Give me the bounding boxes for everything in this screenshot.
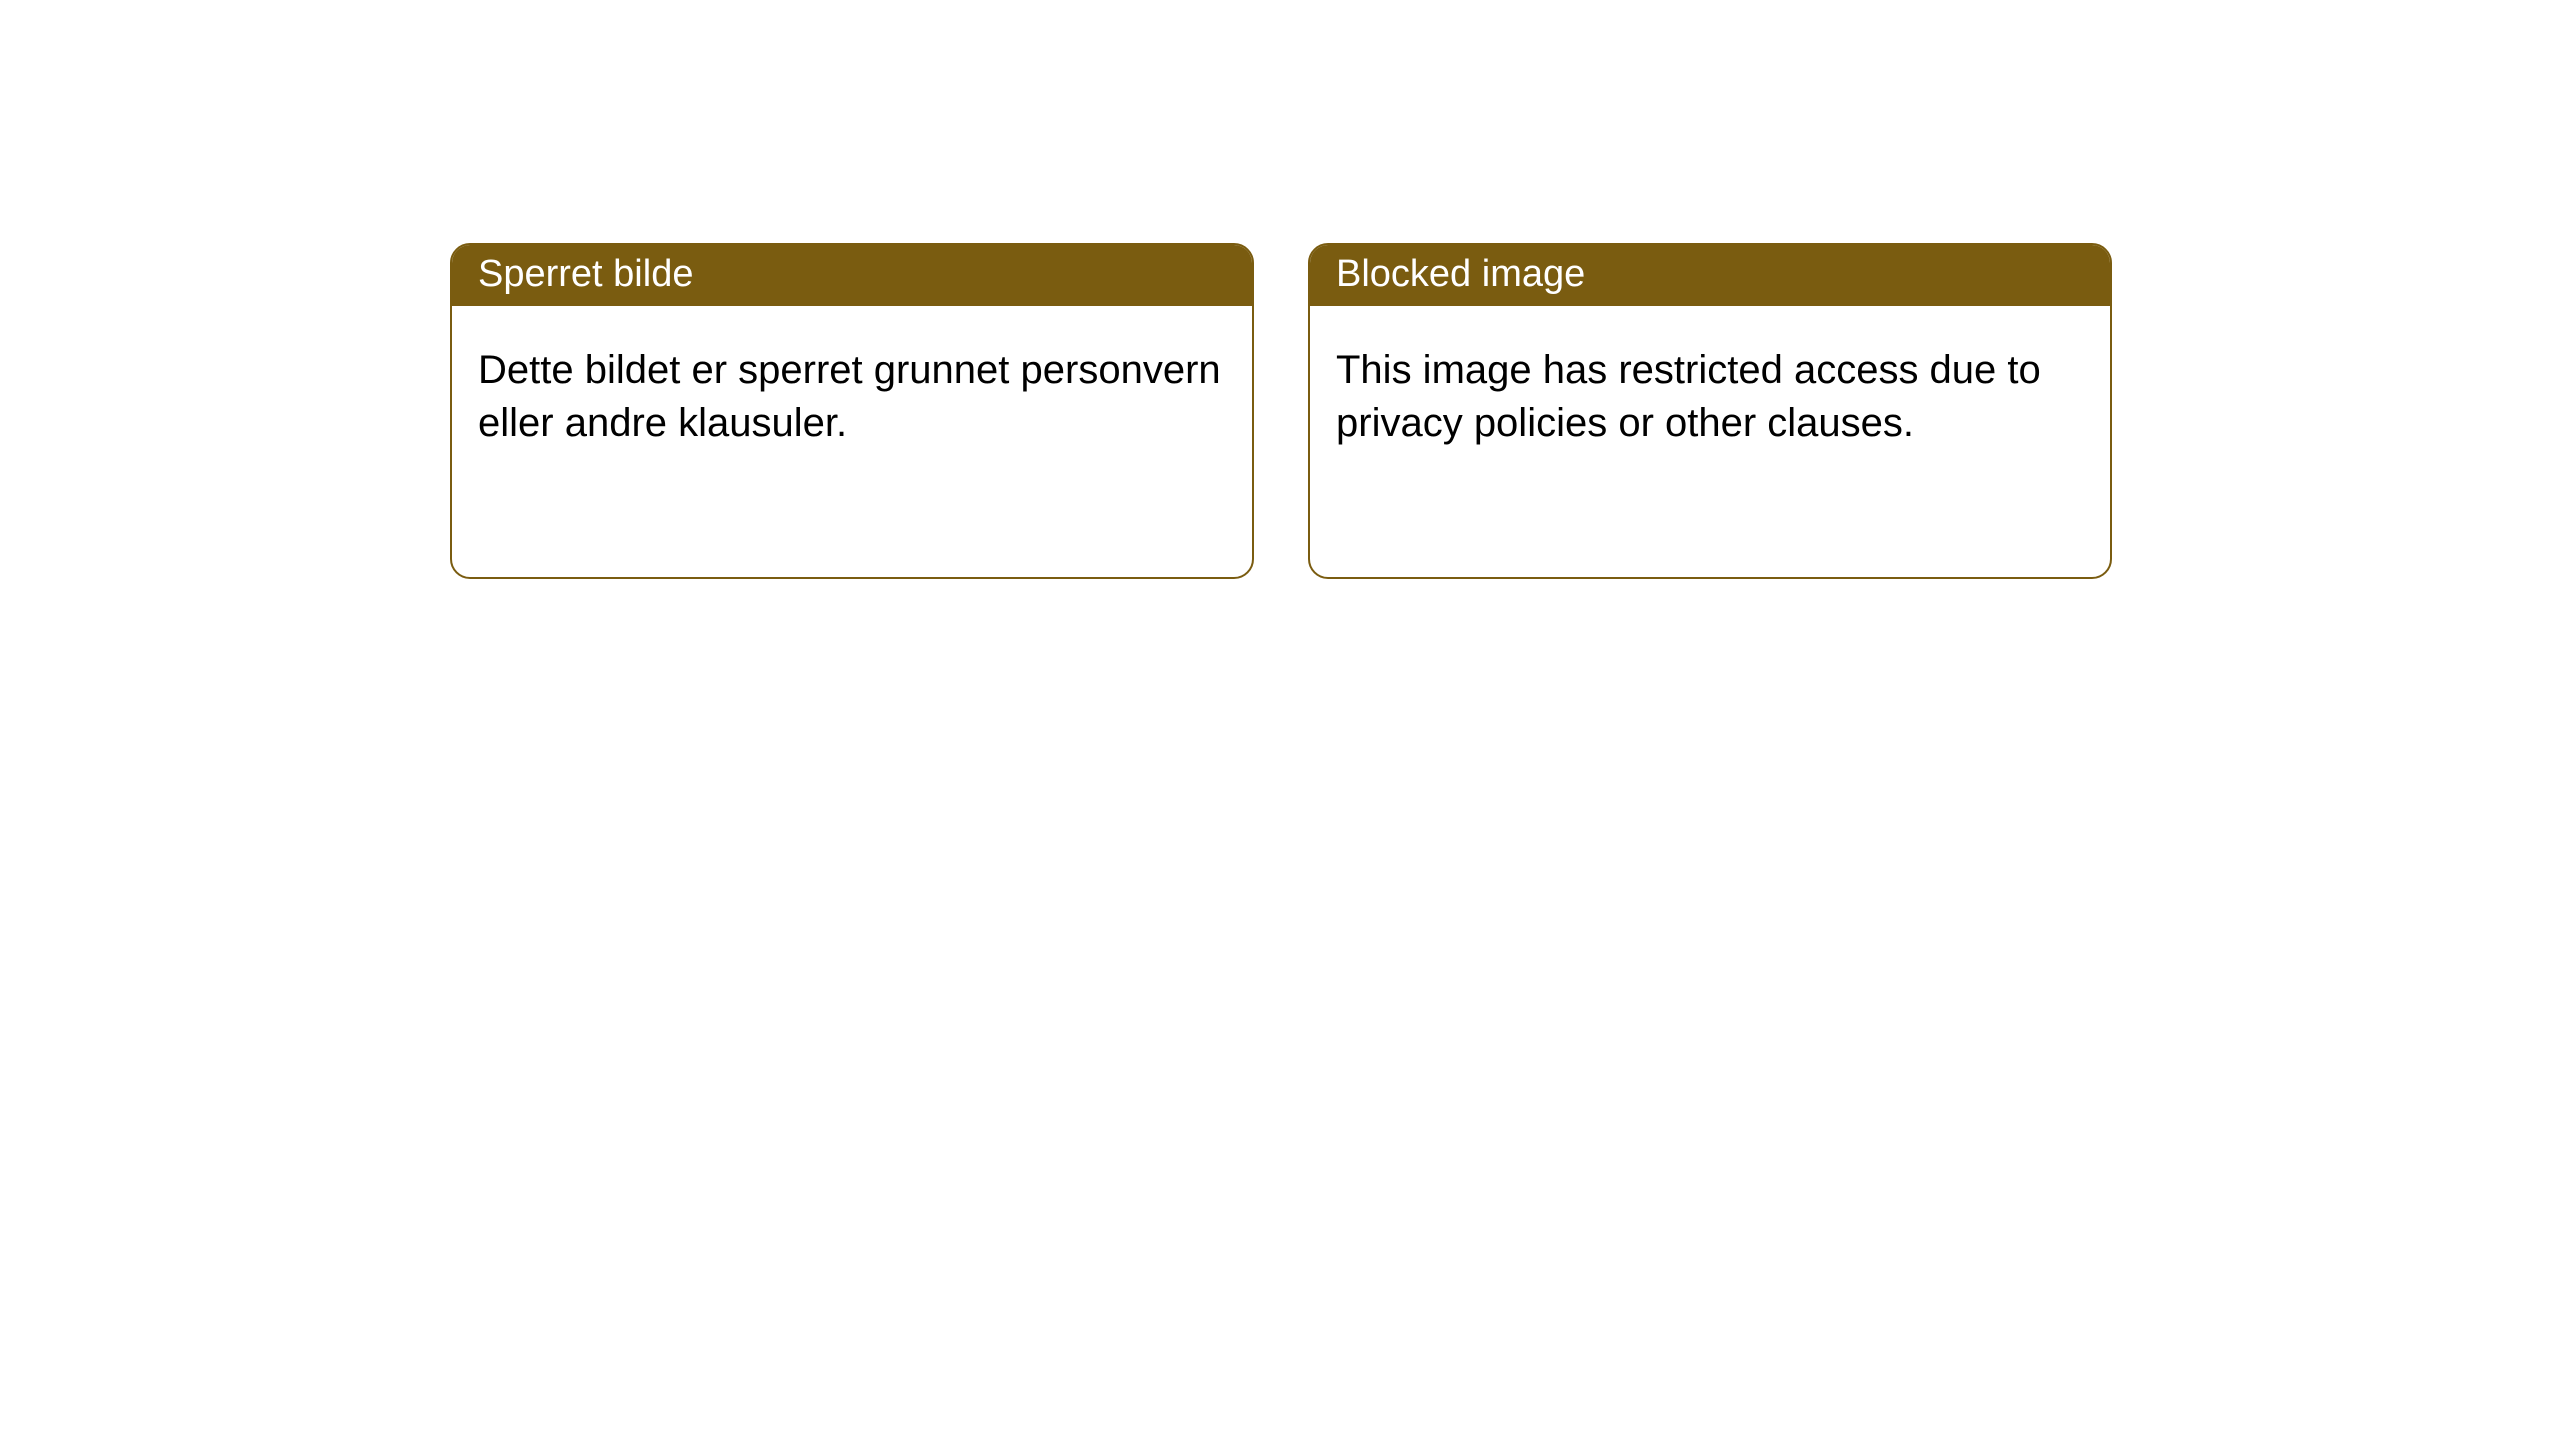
- card-header: Blocked image: [1310, 245, 2110, 306]
- card-title: Sperret bilde: [478, 253, 693, 295]
- card-title: Blocked image: [1336, 253, 1585, 295]
- card-body: Dette bildet er sperret grunnet personve…: [452, 306, 1252, 488]
- card-body-text: Dette bildet er sperret grunnet personve…: [478, 348, 1221, 445]
- card-body: This image has restricted access due to …: [1310, 306, 2110, 488]
- notice-card-norwegian: Sperret bilde Dette bildet er sperret gr…: [450, 243, 1254, 579]
- card-header: Sperret bilde: [452, 245, 1252, 306]
- notice-container: Sperret bilde Dette bildet er sperret gr…: [0, 0, 2560, 579]
- notice-card-english: Blocked image This image has restricted …: [1308, 243, 2112, 579]
- card-body-text: This image has restricted access due to …: [1336, 348, 2041, 445]
